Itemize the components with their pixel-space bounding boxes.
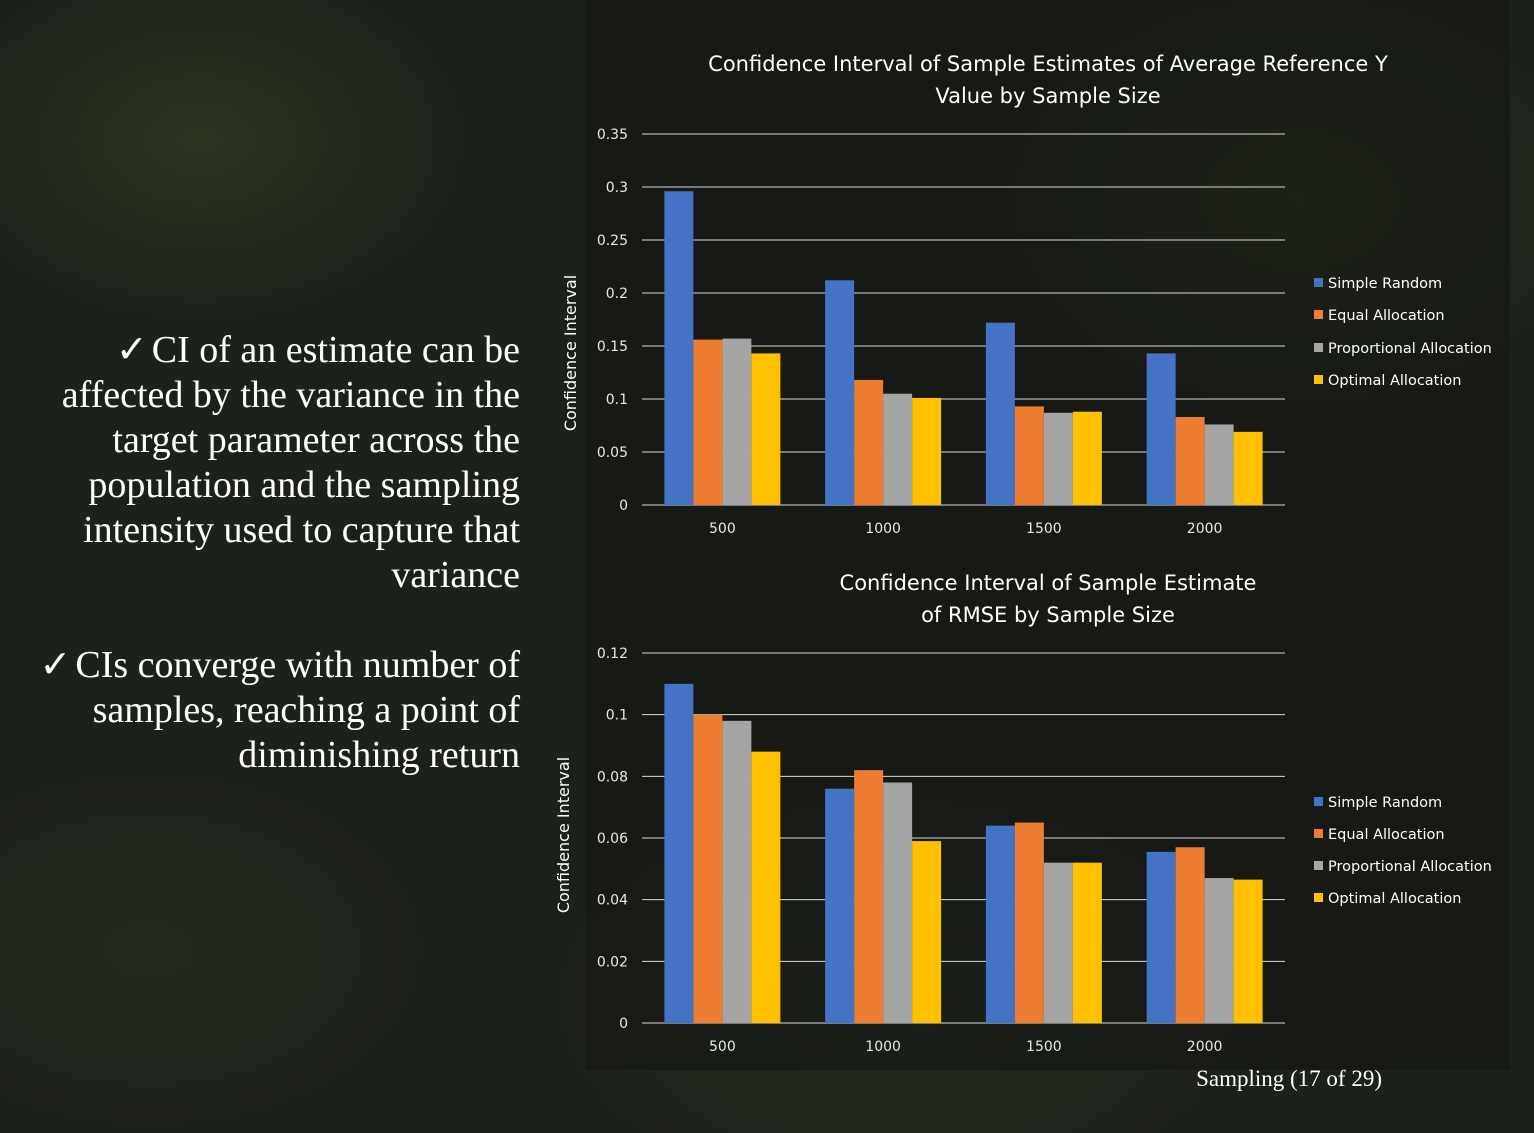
bar-proportional-allocation-2000 [1204, 878, 1234, 1023]
bar-proportional-allocation-2000 [1204, 424, 1234, 505]
bar-proportional-allocation-1000 [883, 782, 913, 1023]
x-tick-label: 500 [709, 1039, 736, 1055]
legend-label: Proportional Allocation [1328, 341, 1492, 357]
bar-optimal-allocation-2000 [1233, 879, 1263, 1023]
bar-optimal-allocation-1500 [1072, 862, 1102, 1023]
legend-swatch [1314, 861, 1323, 870]
legend-swatch [1314, 829, 1323, 838]
bar-optimal-allocation-1500 [1072, 411, 1102, 505]
y-axis-title: Confidence Interval [554, 757, 573, 913]
x-tick-label: 1000 [865, 521, 901, 537]
bullet-1-text: CI of an estimate can be affected by the… [61, 329, 520, 596]
bar-optimal-allocation-500 [751, 751, 781, 1023]
y-tick-label: 0.04 [597, 893, 628, 909]
y-tick-label: 0.12 [597, 646, 628, 662]
checkmark-icon: ✓ [115, 329, 148, 371]
legend-swatch [1314, 375, 1323, 384]
bar-simple-random-2000 [1146, 353, 1176, 505]
bar-equal-allocation-500 [693, 714, 723, 1023]
bar-simple-random-1500 [985, 322, 1015, 505]
bar-simple-random-1000 [825, 788, 855, 1023]
legend-label: Optimal Allocation [1328, 373, 1461, 389]
bar-optimal-allocation-500 [751, 353, 781, 505]
bar-simple-random-500 [664, 683, 694, 1023]
bar-proportional-allocation-1500 [1043, 862, 1073, 1023]
y-tick-label: 0.08 [597, 769, 628, 785]
bar-equal-allocation-500 [693, 339, 723, 505]
bar-equal-allocation-1500 [1014, 822, 1044, 1023]
y-axis-title: Confidence Interval [561, 275, 580, 431]
bullet-2: ✓ CIs converge with number of samples, re… [30, 643, 521, 778]
bar-simple-random-1000 [825, 280, 855, 505]
x-tick-label: 1500 [1026, 521, 1062, 537]
x-tick-label: 1000 [865, 1039, 901, 1055]
chart-title-line-2: of RMSE by Sample Size [921, 603, 1175, 627]
bar-equal-allocation-1000 [854, 770, 884, 1023]
bar-equal-allocation-1500 [1014, 406, 1044, 505]
y-tick-label: 0.2 [606, 286, 628, 302]
bar-simple-random-500 [664, 191, 694, 506]
legend-label: Equal Allocation [1328, 308, 1445, 324]
bar-equal-allocation-2000 [1175, 417, 1205, 505]
y-tick-label: 0 [619, 498, 628, 514]
x-tick-label: 500 [709, 521, 736, 537]
y-tick-label: 0.02 [597, 954, 628, 970]
chart-title-line-2: Value by Sample Size [935, 84, 1160, 108]
slide-footer: Sampling (17 of 29) [1196, 1066, 1382, 1091]
legend-swatch [1314, 797, 1323, 806]
legend-label: Optimal Allocation [1328, 891, 1461, 907]
bar-simple-random-1500 [985, 825, 1015, 1023]
legend-swatch [1314, 343, 1323, 352]
y-tick-label: 0 [619, 1016, 628, 1032]
bar-proportional-allocation-1500 [1043, 412, 1073, 505]
y-tick-label: 0.3 [606, 180, 628, 196]
bar-proportional-allocation-500 [722, 338, 752, 505]
legend-swatch [1314, 310, 1323, 319]
y-tick-label: 0.35 [597, 127, 628, 143]
y-tick-label: 0.06 [597, 831, 628, 847]
bar-optimal-allocation-1000 [912, 397, 942, 505]
bar-equal-allocation-2000 [1175, 847, 1205, 1023]
y-tick-label: 0.25 [597, 233, 628, 249]
chart-title-line-1: Confidence Interval of Sample Estimate [840, 571, 1257, 595]
legend-label: Simple Random [1328, 276, 1442, 292]
bar-proportional-allocation-500 [722, 720, 752, 1023]
bullet-1: ✓ CI of an estimate can be affected by th… [30, 328, 520, 598]
legend-label: Equal Allocation [1328, 827, 1445, 843]
y-tick-label: 0.05 [597, 445, 628, 461]
bar-proportional-allocation-1000 [883, 393, 913, 505]
x-tick-label: 2000 [1187, 521, 1223, 537]
legend-label: Simple Random [1328, 795, 1442, 811]
y-tick-label: 0.1 [606, 708, 628, 724]
y-tick-label: 0.15 [597, 339, 628, 355]
bar-simple-random-2000 [1146, 851, 1176, 1023]
chart-title-line-1: Confidence Interval of Sample Estimates … [708, 52, 1388, 76]
x-tick-label: 2000 [1187, 1039, 1223, 1055]
legend-swatch [1314, 278, 1323, 287]
y-tick-label: 0.1 [606, 392, 628, 408]
bar-optimal-allocation-2000 [1233, 431, 1263, 505]
legend-label: Proportional Allocation [1328, 859, 1492, 875]
x-tick-label: 1500 [1026, 1039, 1062, 1055]
legend-swatch [1314, 893, 1323, 902]
bar-optimal-allocation-1000 [912, 841, 942, 1023]
checkmark-icon: ✓ [39, 644, 72, 686]
bar-equal-allocation-1000 [854, 379, 884, 505]
bullet-2-text: CIs converge with number of samples, rea… [75, 644, 520, 776]
